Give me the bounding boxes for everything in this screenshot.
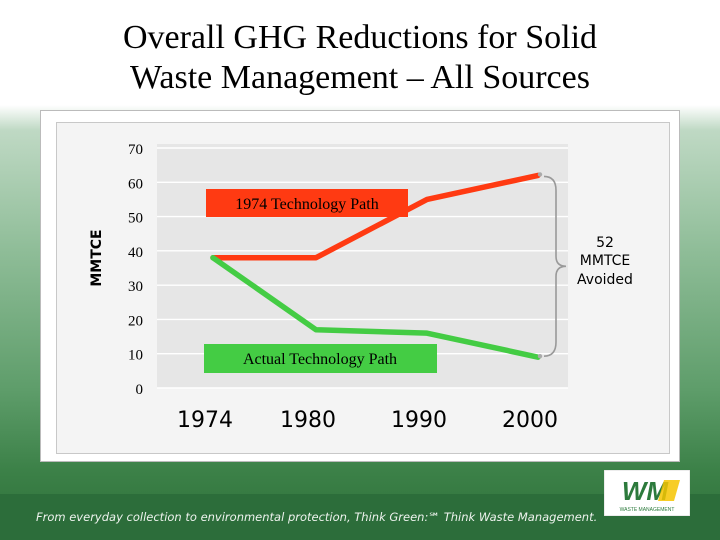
title-line-1: Overall GHG Reductions for Solid [122,19,598,56]
slide-title: Overall GHG Reductions for Solid Waste M… [0,18,720,98]
y-tick-label: 20 [128,313,143,329]
y-tick-label: 50 [128,211,143,227]
x-tick-label: 1974 [177,408,233,433]
label-box-1974-technology-path [206,189,408,217]
x-tick-label: 2000 [502,408,558,433]
gap-annotation-gap-line3: Avoided [577,272,633,288]
gap-annotation-gap-line2: MMTCE [580,253,631,269]
y-tick-label: 60 [128,176,143,192]
label-1974-technology-path: 1974 Technology Path [235,196,378,213]
gap-annotation-gap-line1: 52 [596,235,614,251]
y-tick-label: 30 [128,279,143,295]
series-end-marker [537,353,543,359]
label-actual-technology-path: Actual Technology Path [243,351,397,368]
series-end-marker [537,172,543,177]
x-tick-label: 1990 [391,408,447,433]
footer-tagline: From everyday collection to environmenta… [36,510,598,524]
logo-yellow-shape [658,480,680,501]
gap-brace [543,175,567,357]
logo-subtext: WASTE MANAGEMENT [620,507,675,513]
y-tick-label: 70 [128,142,143,158]
label-box-actual-technology-path [204,344,437,373]
y-tick-label: 0 [136,382,144,398]
title-line-2: Waste Management – All Sources [130,59,590,96]
series-line-1974-technology-path [210,172,541,261]
y-tick-label: 40 [128,245,143,261]
wm-logo: WM WASTE MANAGEMENT [604,470,690,516]
y-axis-title: MMTCE [89,229,105,286]
y-tick-label: 10 [128,348,143,364]
series-line-actual-technology-path [210,254,541,360]
footer-bar [0,494,720,540]
x-tick-label: 1980 [280,408,336,433]
